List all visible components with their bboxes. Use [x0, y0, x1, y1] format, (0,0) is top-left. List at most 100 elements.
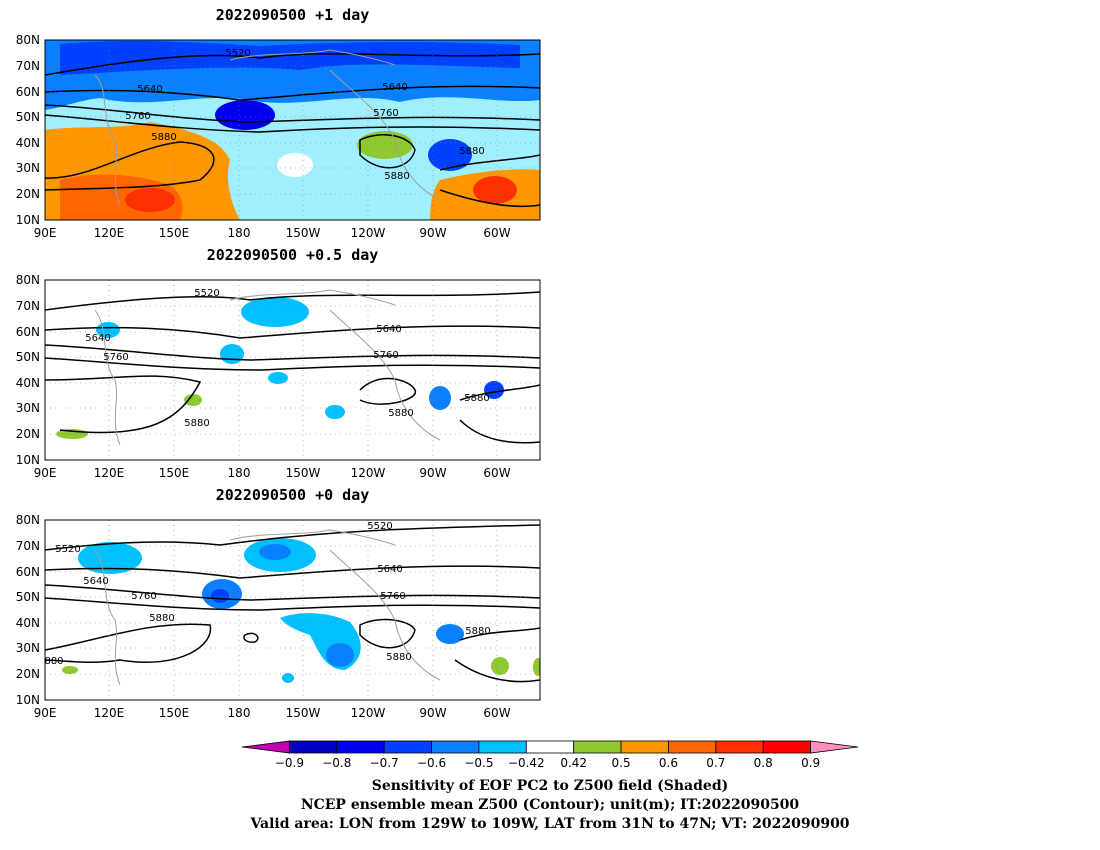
coastlines [94, 529, 441, 686]
lon-label: 90E [34, 466, 57, 480]
lat-axis-labels: 80N 70N 60N 50N 40N 30N 20N 10N [16, 33, 40, 227]
lat-label: 60N [16, 85, 40, 99]
map-panel-3: 5520 5520 5640 5640 5760 5760 5880 5880 … [16, 513, 541, 720]
lat-label: 20N [16, 667, 40, 681]
map-frame [44, 519, 541, 701]
grid-dots [45, 40, 540, 220]
colorbar-swatch [620, 740, 669, 754]
panel-3-title: 2022090500 +0 day [215, 486, 370, 504]
colorbar-swatch [668, 740, 717, 754]
colorbar-tick-label: 0.7 [706, 756, 725, 770]
grid-dots [45, 520, 540, 700]
colorbar-swatch [762, 740, 812, 754]
contour-label: 5760 [373, 350, 398, 361]
panel-1-title: 2022090500 +1 day [215, 6, 370, 24]
lon-label: 150E [159, 706, 190, 720]
lat-label: 10N [16, 693, 40, 707]
colorbar-tick-label: −0.7 [370, 756, 399, 770]
colorbar-swatch [383, 740, 432, 754]
lon-label: 120W [351, 226, 386, 240]
lat-label: 20N [16, 187, 40, 201]
contour-lines [45, 524, 540, 683]
contour-label: 5880 [459, 146, 484, 157]
lat-label: 50N [16, 590, 40, 604]
lon-label: 150E [159, 466, 190, 480]
shading-blue-patch [326, 643, 354, 667]
lon-label: 180 [228, 706, 251, 720]
shading-blue-patch [436, 624, 464, 644]
contour-label: 5640 [85, 333, 110, 344]
contour-lines [45, 291, 540, 444]
contour-label: 5640 [137, 84, 162, 95]
contour-label: 5520 [55, 544, 80, 555]
shading-red-west-core [125, 188, 175, 212]
shading-blue-patch [211, 589, 229, 603]
contour-value-labels: 5520 5640 5640 5760 5760 5880 5880 5880 [85, 288, 489, 429]
lat-label: 80N [16, 33, 40, 47]
colorbar-tick-label: −0.5 [464, 756, 493, 770]
lat-label: 50N [16, 350, 40, 364]
lon-axis-labels: 90E 120E 150E 180 150W 120W 90W 60W [34, 706, 511, 720]
colorbar-tick-label: −0.6 [417, 756, 446, 770]
colorbar-swatch [431, 740, 480, 754]
shading-blue-core [215, 100, 275, 130]
lat-label: 60N [16, 565, 40, 579]
lat-label: 50N [16, 110, 40, 124]
contour-label: 5640 [376, 324, 401, 335]
lat-label: 20N [16, 427, 40, 441]
lat-label: 30N [16, 641, 40, 655]
lat-label: 40N [16, 376, 40, 390]
shading-blue-patch [484, 381, 504, 399]
lat-label: 30N [16, 161, 40, 175]
lat-axis-labels: 80N 70N 60N 50N 40N 30N 20N 10N [16, 273, 40, 467]
lon-label: 180 [228, 466, 251, 480]
lat-label: 80N [16, 273, 40, 287]
shading-green-east [357, 131, 413, 159]
shading-green-patch [533, 658, 540, 676]
lon-label: 60W [483, 706, 510, 720]
shading-green-patch [184, 394, 202, 406]
colorbar-tick-label: 0.6 [659, 756, 678, 770]
caption-line-3: Valid area: LON from 129W to 109W, LAT f… [250, 816, 850, 832]
lat-label: 40N [16, 136, 40, 150]
panel-2-title: 2022090500 +0.5 day [206, 246, 379, 264]
contour-label: 5520 [367, 521, 392, 532]
contour-label: 5880 [151, 132, 176, 143]
lon-label: 120W [351, 706, 386, 720]
contour-label: 5880 [149, 613, 174, 624]
lon-label: 90E [34, 226, 57, 240]
shading-white-patch [277, 153, 313, 177]
colorbar-swatch [478, 740, 527, 754]
contour-label: 5760 [125, 111, 150, 122]
shading-blue-patch [429, 386, 451, 410]
coastlines [94, 49, 441, 206]
shading-green-patch [62, 666, 78, 674]
shading-green-patch [491, 657, 509, 675]
map-panel-2: 5520 5640 5640 5760 5760 5880 5880 5880 … [16, 273, 541, 480]
lon-label: 150W [286, 706, 321, 720]
lon-label: 60W [483, 226, 510, 240]
contour-label: 5880 [384, 171, 409, 182]
lat-label: 80N [16, 513, 40, 527]
colorbar-swatch [715, 740, 764, 754]
lat-label: 70N [16, 299, 40, 313]
caption-line-2: NCEP ensemble mean Z500 (Contour); unit(… [300, 797, 800, 813]
grid-dots [45, 280, 540, 460]
lon-label: 120E [94, 226, 125, 240]
lon-label: 90W [419, 466, 446, 480]
shading-blue-patch [259, 544, 291, 560]
lon-label: 120E [94, 706, 125, 720]
lon-axis-labels: 90E 120E 150E 180 150W 120W 90W 60W [34, 226, 511, 240]
contour-label: 880 [44, 656, 63, 667]
contour-label: 5880 [465, 626, 490, 637]
lat-axis-labels: 80N 70N 60N 50N 40N 30N 20N 10N [16, 513, 40, 707]
colorbar-swatch [336, 740, 385, 754]
contour-label: 5640 [83, 576, 108, 587]
contour-label: 5640 [382, 82, 407, 93]
lon-label: 150W [286, 466, 321, 480]
lon-axis-labels: 90E 120E 150E 180 150W 120W 90W 60W [34, 466, 511, 480]
contour-label: 5760 [131, 591, 156, 602]
map-frame [44, 39, 541, 221]
colorbar-swatch [525, 740, 575, 754]
shading-blue-patch [241, 297, 309, 327]
